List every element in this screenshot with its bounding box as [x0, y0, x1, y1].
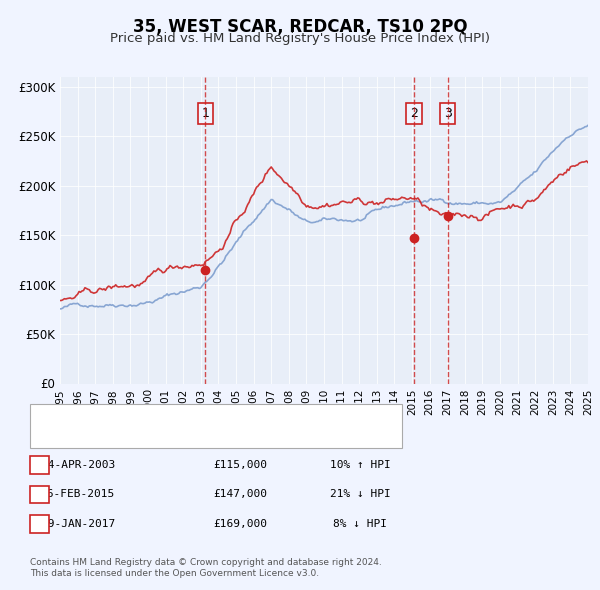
Text: 35, WEST SCAR, REDCAR, TS10 2PQ (detached house): 35, WEST SCAR, REDCAR, TS10 2PQ (detache… — [69, 413, 352, 422]
Text: HPI: Average price, detached house, Redcar and Cleveland: HPI: Average price, detached house, Redc… — [69, 433, 376, 442]
Text: £147,000: £147,000 — [213, 490, 267, 499]
Text: 10% ↑ HPI: 10% ↑ HPI — [329, 460, 391, 470]
Text: 2: 2 — [410, 107, 418, 120]
Text: 21% ↓ HPI: 21% ↓ HPI — [329, 490, 391, 499]
Text: £115,000: £115,000 — [213, 460, 267, 470]
Text: 09-JAN-2017: 09-JAN-2017 — [41, 519, 115, 529]
Text: 3: 3 — [36, 519, 43, 529]
Text: ——: —— — [45, 411, 62, 425]
Text: 35, WEST SCAR, REDCAR, TS10 2PQ: 35, WEST SCAR, REDCAR, TS10 2PQ — [133, 18, 467, 35]
Text: 2: 2 — [36, 490, 43, 499]
Text: 04-APR-2003: 04-APR-2003 — [41, 460, 115, 470]
Text: ——: —— — [45, 431, 62, 445]
Text: £169,000: £169,000 — [213, 519, 267, 529]
Text: Contains HM Land Registry data © Crown copyright and database right 2024.: Contains HM Land Registry data © Crown c… — [30, 558, 382, 568]
Text: 16-FEB-2015: 16-FEB-2015 — [41, 490, 115, 499]
Text: 8% ↓ HPI: 8% ↓ HPI — [333, 519, 387, 529]
Text: 3: 3 — [444, 107, 452, 120]
Text: This data is licensed under the Open Government Licence v3.0.: This data is licensed under the Open Gov… — [30, 569, 319, 578]
Text: 1: 1 — [202, 107, 209, 120]
Text: 1: 1 — [36, 460, 43, 470]
Text: Price paid vs. HM Land Registry's House Price Index (HPI): Price paid vs. HM Land Registry's House … — [110, 32, 490, 45]
